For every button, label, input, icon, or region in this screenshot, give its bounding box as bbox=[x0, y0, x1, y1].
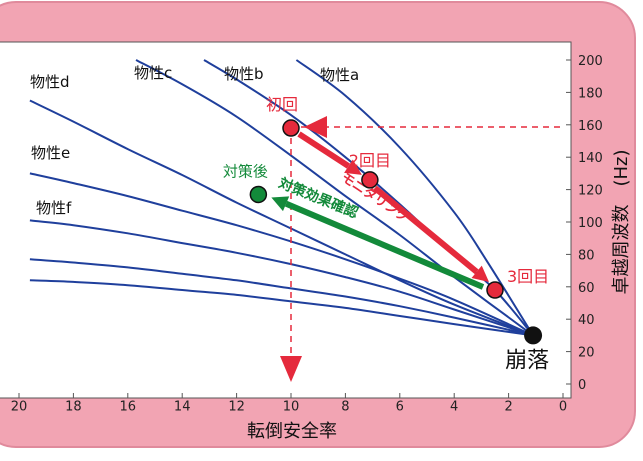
series-label-3: 物性c bbox=[134, 64, 172, 82]
y-tick-label: 100 bbox=[578, 216, 603, 231]
series-line-5 bbox=[29, 172, 534, 337]
y-tick-label: 20 bbox=[578, 346, 595, 361]
x-tick-label: 16 bbox=[120, 400, 137, 415]
x-tick-label: 8 bbox=[341, 400, 349, 415]
y-tick-label: 120 bbox=[578, 184, 603, 199]
y-axis-ticks: 0 20 40 60 80 100 120 140 160 180 200 bbox=[566, 54, 603, 393]
arrow-first-to-second-shaft bbox=[297, 131, 351, 169]
arrow-second-to-third-shaft bbox=[372, 185, 479, 275]
series-label-4: 物性d bbox=[30, 73, 70, 91]
series-label-6: 物性f bbox=[36, 199, 72, 217]
y-tick-label: 140 bbox=[578, 151, 603, 166]
data-point-5 bbox=[524, 326, 543, 345]
y-tick-label: 0 bbox=[578, 378, 586, 393]
arrowhead-vertical bbox=[280, 356, 302, 382]
x-tick-label: 4 bbox=[450, 400, 458, 415]
y-tick-label: 200 bbox=[578, 54, 603, 69]
y-tick-label: 160 bbox=[578, 119, 603, 134]
arrow-countermeasure-head bbox=[271, 196, 290, 212]
series-label-1: 物性a bbox=[320, 66, 359, 84]
series-line-7 bbox=[29, 258, 534, 337]
y-tick-label: 40 bbox=[578, 313, 595, 328]
data-point-label-3: 3回目 bbox=[507, 267, 549, 286]
series-line-1 bbox=[295, 59, 534, 336]
curve-labels: 物性a 物性b 物性c 物性d 物性e 物性f bbox=[30, 64, 359, 217]
data-point-1 bbox=[282, 119, 300, 137]
series-line-8 bbox=[29, 279, 534, 337]
x-axis-label: 転倒安全率 bbox=[247, 421, 337, 442]
data-point-label-1: 初回 bbox=[266, 95, 298, 114]
y-tick-label: 60 bbox=[578, 281, 595, 296]
x-tick-label: 6 bbox=[396, 400, 404, 415]
x-tick-label: 0 bbox=[559, 400, 567, 415]
y-tick-label: 180 bbox=[578, 86, 603, 101]
data-point-label-5: 崩落 bbox=[505, 348, 549, 373]
x-tick-label: 18 bbox=[65, 400, 82, 415]
series-label-2: 物性b bbox=[224, 65, 264, 83]
arrow-countermeasure-shaft bbox=[284, 200, 485, 290]
data-point-3 bbox=[486, 281, 504, 299]
x-tick-label: 10 bbox=[283, 400, 300, 415]
series-label-5: 物性e bbox=[31, 144, 70, 162]
data-point-label-4: 対策後 bbox=[223, 162, 268, 180]
series-line-6 bbox=[29, 219, 534, 337]
x-axis-ticks: 20 18 16 14 12 10 8 6 4 2 0 bbox=[11, 393, 567, 415]
data-point-2 bbox=[361, 171, 379, 189]
x-tick-label: 2 bbox=[504, 400, 512, 415]
x-tick-label: 14 bbox=[174, 400, 191, 415]
data-point-4 bbox=[249, 185, 268, 204]
x-tick-label: 20 bbox=[11, 400, 28, 415]
x-tick-label: 12 bbox=[228, 400, 245, 415]
y-axis-label: 卓越周波数 (Hz) bbox=[611, 149, 632, 294]
arrowhead-horizontal bbox=[304, 116, 327, 139]
data-point-label-2: 2回目 bbox=[349, 151, 391, 170]
arrow-first-to-second-head bbox=[344, 159, 362, 175]
curves bbox=[29, 59, 534, 337]
y-tick-label: 80 bbox=[578, 248, 595, 263]
series-line-4 bbox=[29, 99, 534, 337]
arrow-second-to-third-head bbox=[471, 265, 489, 283]
